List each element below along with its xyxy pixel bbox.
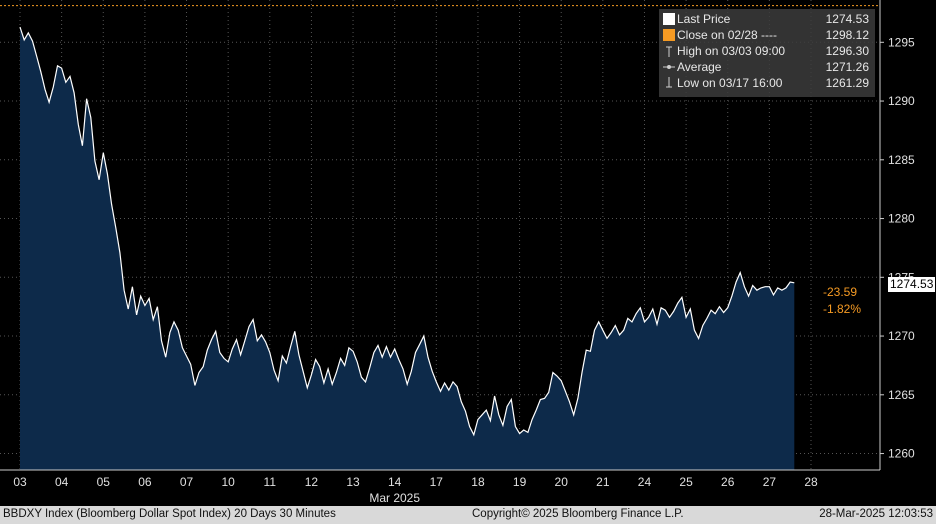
footer-bar: BBDXY Index (Bloomberg Dollar Spot Index… — [0, 506, 936, 524]
x-tick-label: 24 — [638, 475, 652, 489]
chart-svg: 12601265127012751280128512901295 0304050… — [0, 0, 915, 505]
x-tick-label: 14 — [388, 475, 402, 489]
white-square-icon — [663, 13, 675, 25]
footer-security-info: BBDXY Index (Bloomberg Dollar Spot Index… — [3, 508, 336, 520]
high-marker-icon — [666, 46, 672, 57]
x-tick-label: 07 — [180, 475, 194, 489]
x-tick-label: 03 — [13, 475, 27, 489]
legend-item-high: High on 03/03 09:00 1296.30 — [659, 43, 875, 59]
y-tick-label: 1260 — [888, 447, 915, 461]
last-value-label: 1274.53 — [888, 277, 936, 292]
y-tick-label: 1290 — [888, 94, 915, 108]
x-tick-label: 19 — [513, 475, 527, 489]
legend-value: 1296.30 — [825, 44, 869, 58]
legend-item-last-price: Last Price 1274.53 — [659, 11, 875, 27]
change-percent: -1.82% — [823, 302, 862, 316]
legend-label: Low on 03/17 16:00 — [677, 76, 783, 90]
legend-value: 1298.12 — [825, 28, 869, 42]
y-axis-ticks: 12601265127012751280128512901295 — [880, 35, 915, 461]
x-tick-label: 04 — [55, 475, 69, 489]
x-tick-label: 13 — [346, 475, 360, 489]
legend-label: Close on 02/28 ---- — [677, 28, 778, 42]
footer-copyright: Copyright© 2025 Bloomberg Finance L.P. — [472, 508, 684, 520]
y-tick-label: 1270 — [888, 329, 915, 343]
change-value: -23.59 — [823, 285, 858, 299]
last-value-badge: 1274.53 -23.59 -1.82% — [815, 277, 936, 317]
x-tick-label: 18 — [471, 475, 485, 489]
price-area-fill — [20, 27, 795, 470]
legend-item-low: Low on 03/17 16:00 1261.29 — [659, 75, 875, 91]
x-tick-label: 27 — [763, 475, 777, 489]
x-tick-label: 17 — [430, 475, 444, 489]
x-tick-label: 11 — [264, 475, 277, 489]
x-tick-label: 12 — [305, 475, 319, 489]
x-tick-label: 21 — [596, 475, 610, 489]
legend-value: 1271.26 — [825, 60, 869, 74]
x-tick-label: 06 — [138, 475, 152, 489]
legend-box: Last Price 1274.53 Close on 02/28 ---- 1… — [659, 9, 875, 97]
x-month-label: Mar 2025 — [369, 491, 420, 505]
y-tick-label: 1280 — [888, 212, 915, 226]
legend-item-close: Close on 02/28 ---- 1298.12 — [659, 27, 875, 43]
legend-value: 1274.53 — [825, 12, 869, 26]
x-tick-label: 20 — [555, 475, 569, 489]
x-tick-label: 25 — [679, 475, 693, 489]
y-tick-label: 1295 — [888, 35, 915, 49]
average-marker-icon — [663, 65, 675, 69]
legend-label: Average — [677, 60, 722, 74]
legend-value: 1261.29 — [825, 76, 869, 90]
low-marker-icon — [666, 77, 672, 88]
orange-square-icon — [663, 29, 675, 41]
x-tick-label: 10 — [221, 475, 235, 489]
legend-item-average: Average 1271.26 — [659, 59, 875, 75]
legend-label: Last Price — [677, 12, 731, 26]
footer-timestamp: 28-Mar-2025 12:03:53 — [819, 508, 933, 520]
x-tick-label: 26 — [721, 475, 735, 489]
x-axis-ticks: 03 04 05 06 07 10 11 12 13 14 17 18 19 20 21 24 25 26 27 28 — [0, 469, 880, 489]
x-tick-label: 28 — [804, 475, 818, 489]
x-tick-label: 05 — [97, 475, 111, 489]
y-tick-label: 1285 — [888, 153, 915, 167]
legend-label: High on 03/03 09:00 — [677, 44, 786, 58]
price-line — [19, 26, 795, 437]
y-tick-label: 1265 — [888, 388, 915, 402]
